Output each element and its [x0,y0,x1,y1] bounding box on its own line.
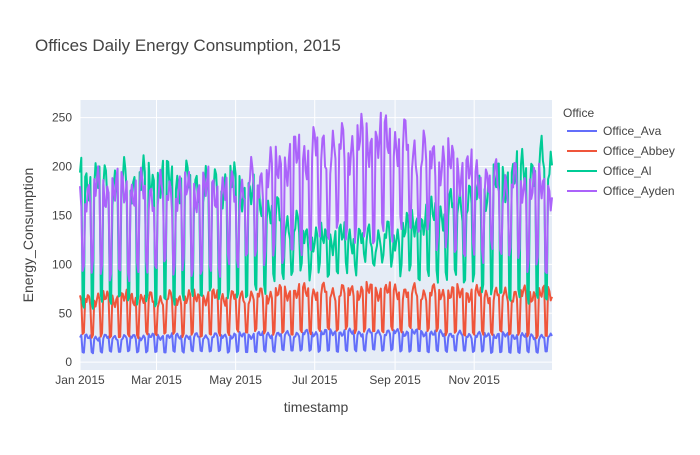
y-axis-title: Energy_Consumption [20,168,36,303]
legend-label: Office_Ayden [603,184,675,198]
y-tick-label: 250 [52,111,72,125]
legend-label: Office_Al [603,164,651,178]
x-tick-label: Sep 2015 [369,373,421,387]
y-tick-label: 50 [59,306,73,320]
series-line-office_ayden [79,111,553,283]
series-line-office_ava [79,327,553,355]
x-tick-label: Mar 2015 [131,373,182,387]
y-tick-label: 0 [65,355,72,369]
y-tick-label: 200 [52,160,72,174]
legend[interactable]: Office Office_Ava Office_Abbey Office_Al Of… [563,106,675,198]
y-tick-label: 100 [52,257,72,271]
chart-title: Offices Daily Energy Consumption, 2015 [35,36,341,55]
legend-label: Office_Ava [603,124,662,138]
legend-label: Office_Abbey [603,144,675,158]
series-layer [79,111,553,355]
y-tick-label: 150 [52,208,72,222]
x-tick-label: May 2015 [209,373,262,387]
x-axis-title: timestamp [284,399,349,415]
axis-layer: 0 50 100 150 200 250 Jan 2015 Mar 2015 May 2015 J… [52,111,500,387]
legend-title: Office [563,106,594,120]
x-tick-label: Jan 2015 [55,373,105,387]
series-line-office_abbey [79,280,553,340]
x-tick-label: Jul 2015 [292,373,338,387]
x-tick-label: Nov 2015 [449,373,501,387]
